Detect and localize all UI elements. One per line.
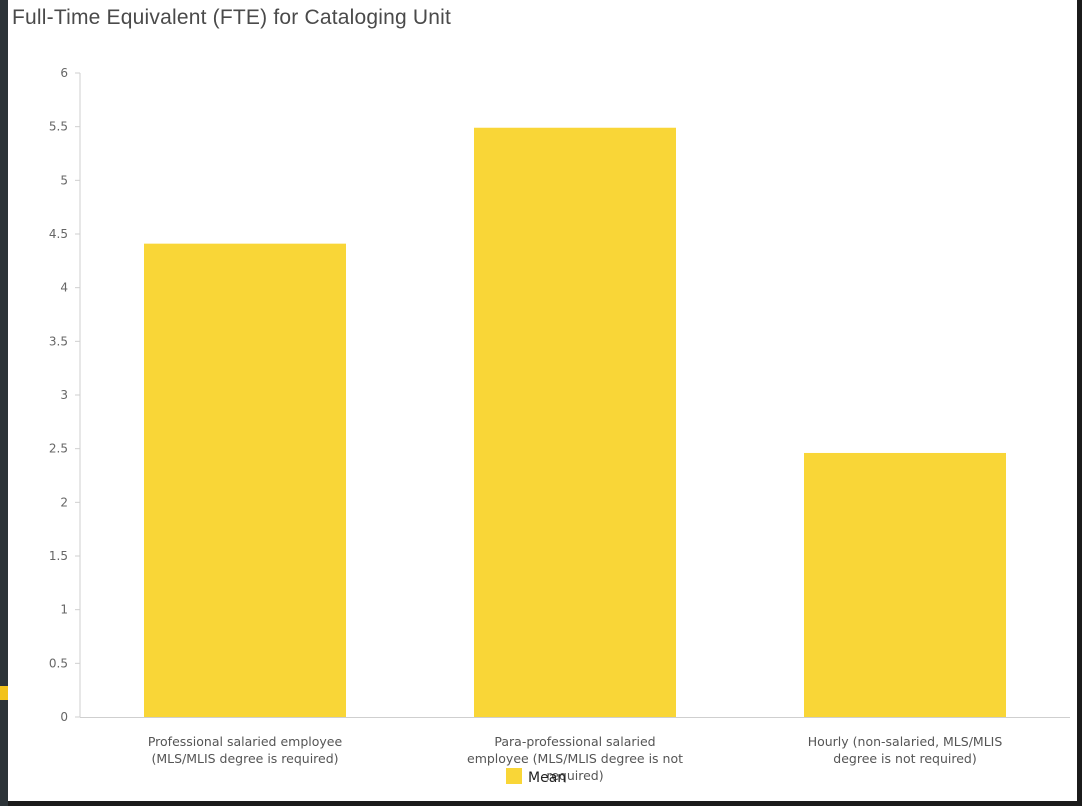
y-tick-label: 4.5 <box>49 227 68 241</box>
x-category-label: required) <box>546 768 603 783</box>
y-tick-label: 3.5 <box>49 334 68 348</box>
bar-chart: 0 0.5 1 1.5 2 2.5 3 3.5 4 4.5 5 5.5 6 Professional sa… <box>49 66 1070 786</box>
x-category-label: Para-professional salaried <box>494 734 655 749</box>
legend-label-mean: Mean <box>528 770 566 786</box>
y-tick-label: 2.5 <box>49 442 68 456</box>
x-category-label: Hourly (non-salaried, MLS/MLIS <box>808 734 1003 749</box>
x-category-label: employee (MLS/MLIS degree is not <box>467 751 683 766</box>
y-tick-label: 6 <box>60 66 68 80</box>
legend-swatch-mean <box>506 768 522 784</box>
bar-2 <box>474 127 676 718</box>
y-tick-label: 0.5 <box>49 656 68 670</box>
left-edge-strip <box>0 0 8 806</box>
y-tick-label: 3 <box>60 388 68 402</box>
y-tick-label: 5 <box>60 173 68 187</box>
bar-1 <box>144 243 346 717</box>
x-category-label: (MLS/MLIS degree is required) <box>151 751 338 766</box>
y-tick-label: 5.5 <box>49 120 68 134</box>
left-edge-accent <box>0 686 8 700</box>
y-tick-label: 0 <box>60 710 68 724</box>
chart-title: Full-Time Equivalent (FTE) for Catalogin… <box>12 6 452 29</box>
x-category-label: Professional salaried employee <box>148 734 343 749</box>
bar-3 <box>804 452 1006 717</box>
y-tick-label: 4 <box>60 281 68 295</box>
x-category-label: degree is not required) <box>833 751 976 766</box>
y-tick-label: 1.5 <box>49 549 68 563</box>
y-tick-label: 2 <box>60 495 68 509</box>
y-tick-label: 1 <box>60 603 68 617</box>
chart-panel: Full-Time Equivalent (FTE) for Catalogin… <box>8 0 1077 801</box>
